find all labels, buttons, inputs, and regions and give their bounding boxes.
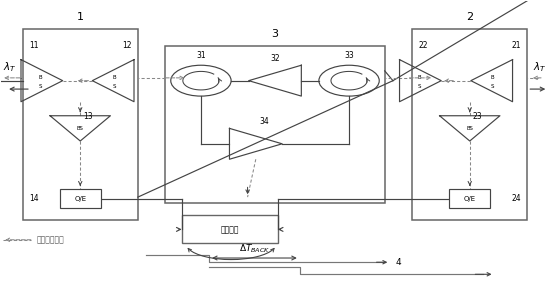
Text: BS: BS: [466, 126, 473, 131]
Bar: [449, 190, 491, 208]
Text: $\lambda_T$: $\lambda_T$: [533, 60, 547, 74]
Text: B: B: [417, 75, 421, 80]
Text: S: S: [39, 84, 42, 89]
Text: 21: 21: [512, 41, 521, 50]
Text: $\Delta T_{BACK}$: $\Delta T_{BACK}$: [239, 243, 270, 255]
Text: O/E: O/E: [464, 195, 476, 202]
Text: S: S: [417, 84, 421, 89]
Text: 33: 33: [344, 51, 354, 60]
Bar: [23, 29, 138, 220]
Text: 1: 1: [77, 12, 84, 22]
Bar: [412, 29, 527, 220]
Text: 14: 14: [29, 194, 39, 203]
Text: O/E: O/E: [74, 195, 86, 202]
Text: 22: 22: [419, 41, 428, 50]
Text: 11: 11: [29, 41, 38, 50]
Text: B: B: [491, 75, 494, 80]
Text: $\lambda_T$: $\lambda_T$: [3, 60, 17, 74]
Text: 24: 24: [511, 194, 521, 203]
Bar: [182, 215, 278, 243]
Text: 3: 3: [272, 28, 278, 39]
Text: 13: 13: [83, 112, 92, 121]
Text: 32: 32: [270, 54, 280, 63]
Text: 2: 2: [466, 12, 474, 22]
Text: S: S: [113, 84, 116, 89]
Text: S: S: [491, 84, 494, 89]
Text: 4: 4: [395, 258, 402, 267]
Text: 31: 31: [196, 51, 206, 60]
Text: BS: BS: [77, 126, 84, 131]
Text: 延时测量: 延时测量: [221, 225, 239, 234]
Text: 34: 34: [260, 117, 270, 126]
Text: 23: 23: [472, 112, 482, 121]
Bar: [59, 190, 101, 208]
Text: 后向时延测量: 后向时延测量: [36, 235, 64, 244]
Text: 12: 12: [122, 41, 131, 50]
Text: B: B: [39, 75, 42, 80]
Bar: [166, 46, 384, 203]
Text: B: B: [112, 75, 116, 80]
